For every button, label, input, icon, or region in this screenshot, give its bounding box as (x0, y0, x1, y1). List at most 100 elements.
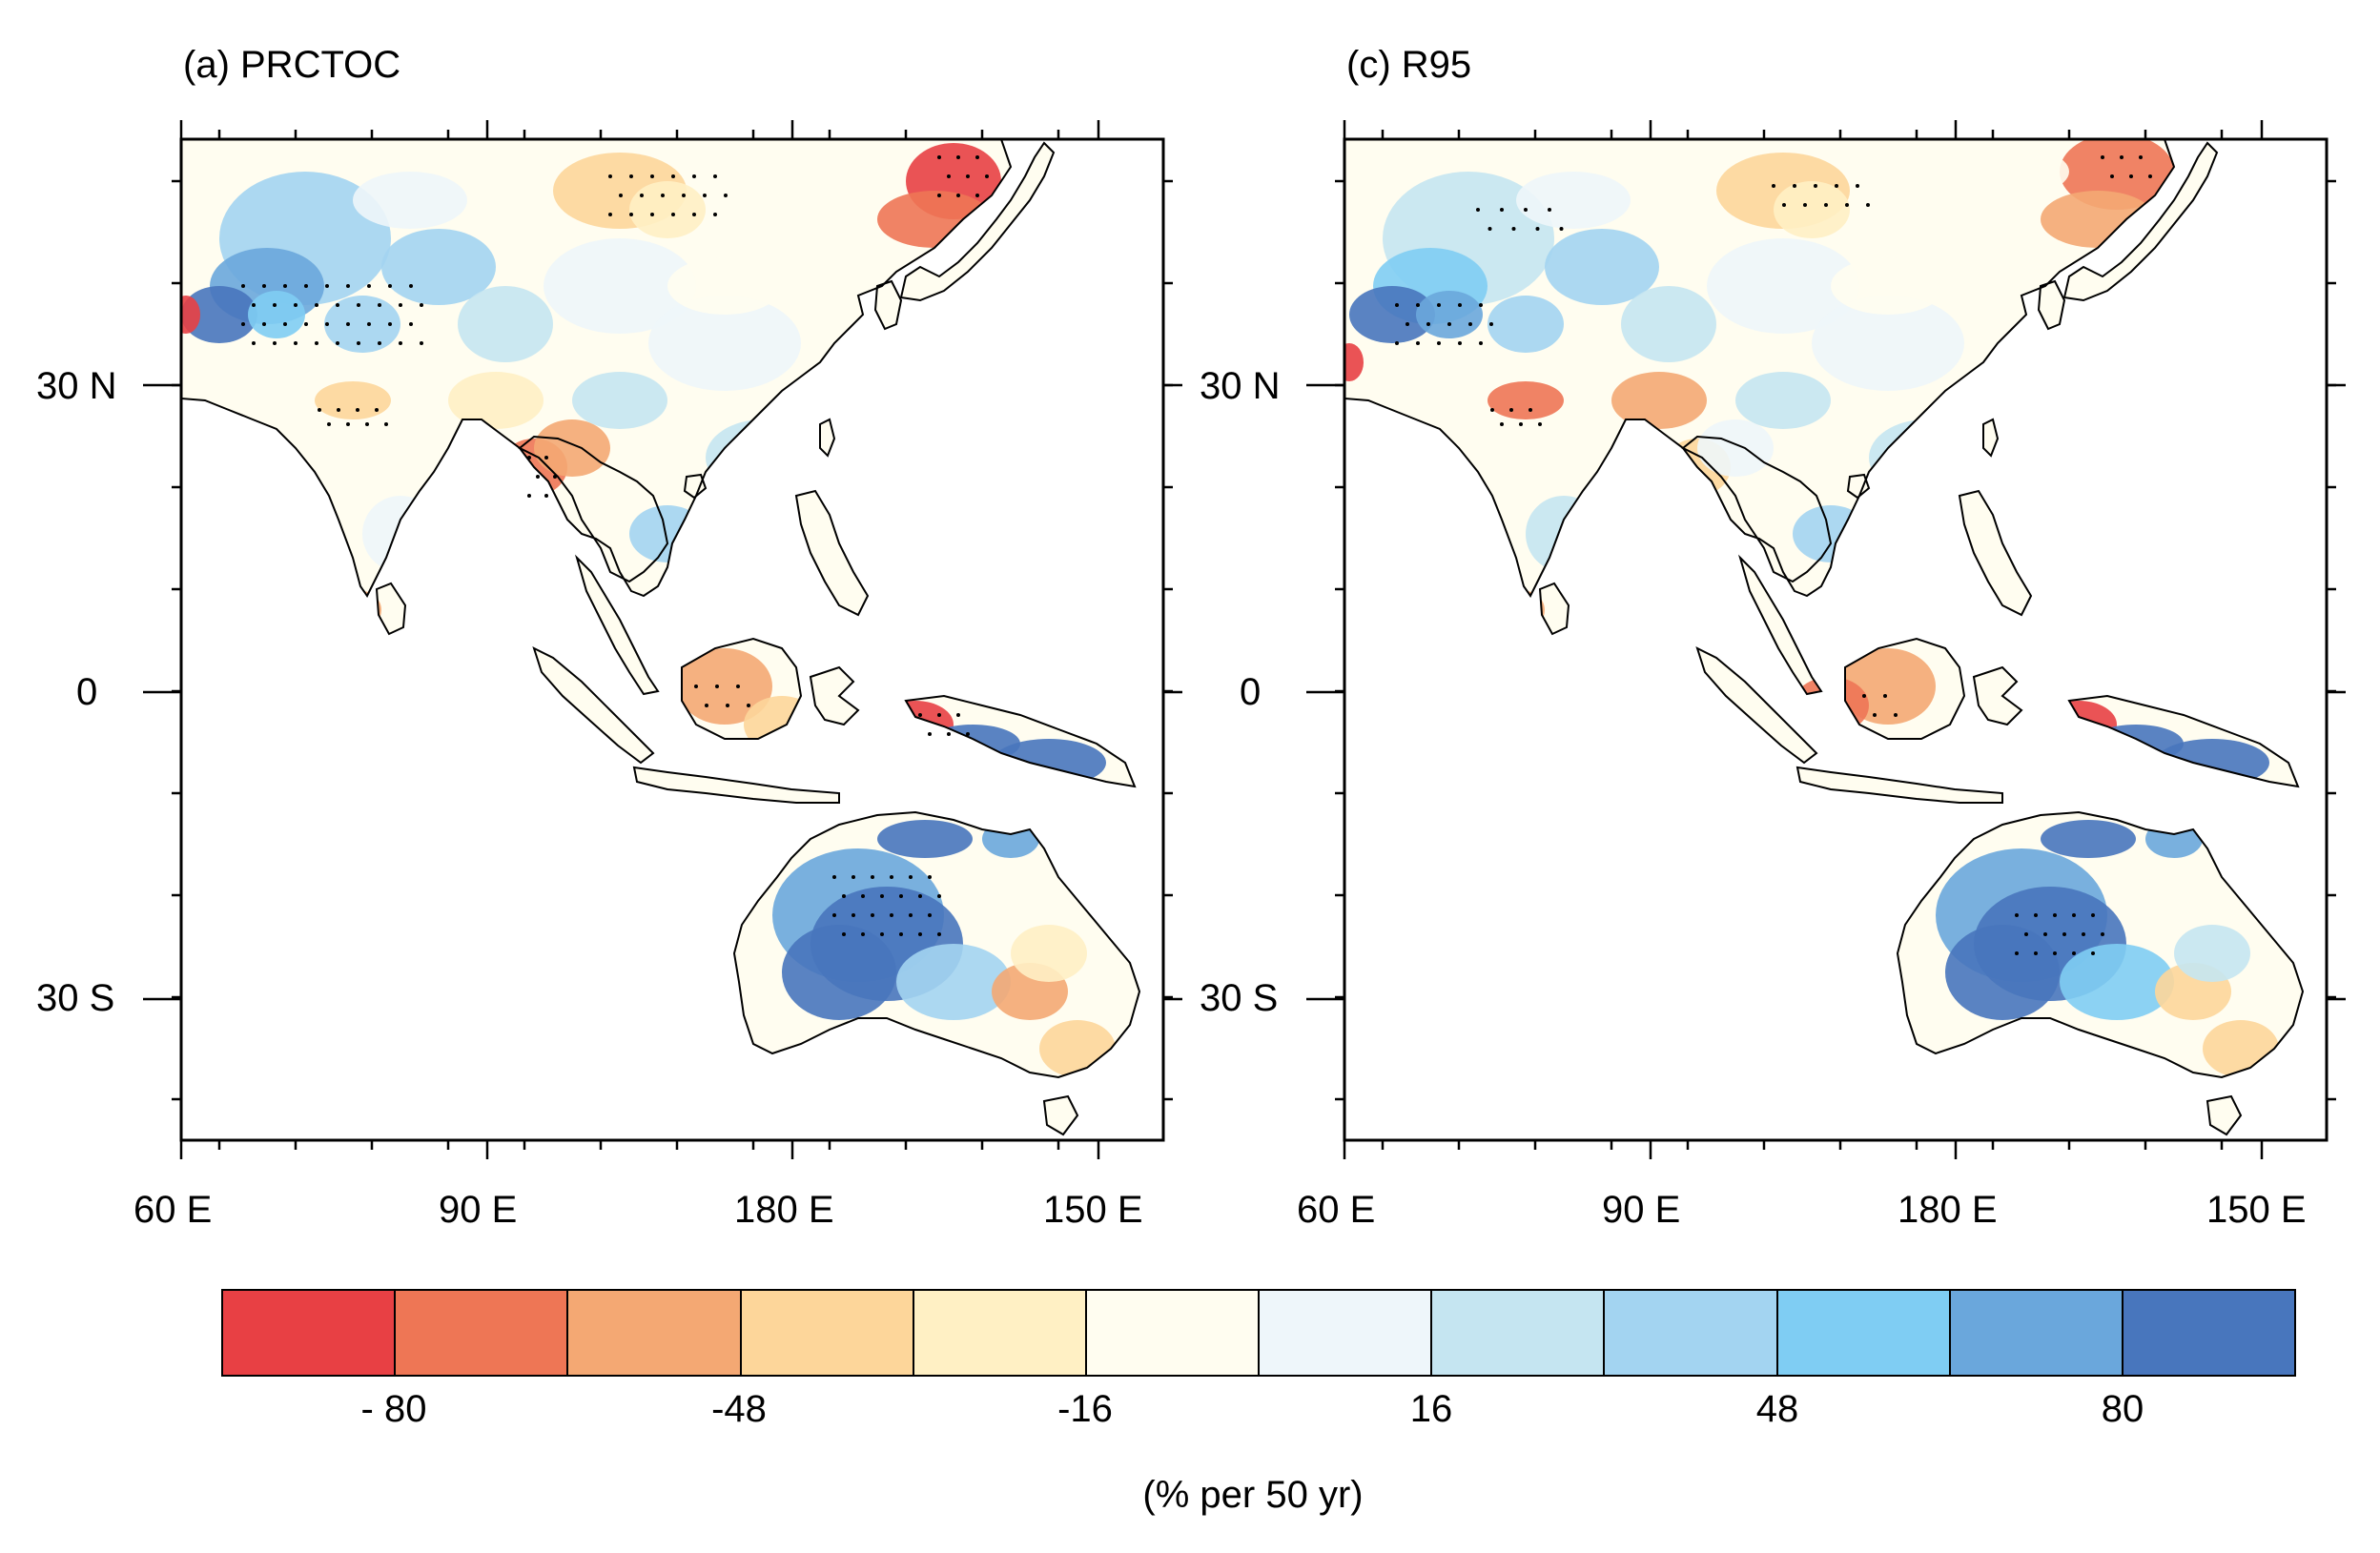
map-frame (1343, 137, 2329, 1142)
coastline-australia (732, 810, 1141, 1079)
colorbar-box (223, 1291, 397, 1375)
anomaly-patch (2174, 925, 2250, 982)
stipple-dot (318, 408, 321, 412)
anomaly-patch (1344, 343, 1364, 381)
coastline-asia (1344, 138, 2176, 598)
stipple-dot (1490, 408, 1494, 412)
stipple-dot (262, 284, 266, 288)
coastline-korea (2037, 279, 2066, 331)
lon-label-150e: 150 E (2206, 1189, 2307, 1231)
colorbar-label: -16 (1057, 1388, 1113, 1430)
colorbar-box (2123, 1291, 2295, 1375)
stipple-dot (736, 685, 740, 688)
stipple-dot (661, 194, 665, 197)
axis-ticks (1306, 120, 2346, 1159)
stipple-dot (851, 913, 855, 917)
colorbar (221, 1289, 2296, 1377)
stipple-dot (346, 322, 350, 326)
stipple-dot (918, 713, 922, 717)
coastline-hainan (1846, 473, 1871, 500)
stipple-dot (671, 213, 675, 216)
stipple-dot (388, 322, 392, 326)
stipple-dot (1458, 341, 1462, 345)
stipple-dot (1538, 422, 1542, 426)
stipple-dot (1824, 203, 1828, 207)
stipple-dot (937, 194, 941, 197)
stipple-dot (747, 704, 750, 707)
stipple-dot (937, 713, 941, 717)
stipple-dot (357, 341, 360, 345)
stipple-dot (715, 685, 719, 688)
stipple-dot (694, 685, 698, 688)
anomaly-patch (353, 172, 467, 229)
stipple-dot (985, 174, 989, 178)
stipple-dot (713, 174, 717, 178)
anomaly-patch (1488, 296, 1564, 353)
stipple-dot (880, 932, 884, 936)
stipple-dot (357, 303, 360, 307)
stipple-dot (705, 704, 708, 707)
anomaly-patch (1945, 925, 2060, 1020)
stipple-dot (315, 341, 318, 345)
stipple-dot (1835, 184, 1838, 188)
stipple-dot (527, 456, 531, 460)
anomaly-patch (782, 925, 896, 1020)
stipple-dot (553, 475, 557, 479)
stipple-dot (384, 422, 388, 426)
stipple-dot (1862, 694, 1866, 698)
stipple-dot (842, 932, 846, 936)
stipple-dot (1883, 694, 1887, 698)
colorbar-label: -48 (711, 1388, 767, 1430)
colorbar-box (396, 1291, 569, 1375)
stipple-dot (1803, 203, 1807, 207)
stipple-dot (325, 284, 329, 288)
anomaly-patch (1545, 229, 1659, 305)
stipple-dot (692, 213, 696, 216)
significance-dots (1395, 155, 2152, 955)
lon-label-90e: 90 E (1602, 1189, 1681, 1231)
anomaly-patch (181, 286, 257, 343)
stipple-dot (409, 284, 413, 288)
stipple-dot (956, 713, 960, 717)
map-panel-a: (a) PRCTOC 30 N 0 30 S 60 E 90 E 180 E 1… (0, 0, 1192, 1239)
anomaly-patch (1735, 372, 1831, 429)
stipple-dot (899, 894, 903, 898)
coastline-sulawesi (809, 665, 860, 726)
stipple-dot (1548, 208, 1551, 212)
coastline-taiwan (819, 418, 836, 458)
stipple-dot (1500, 422, 1504, 426)
stipple-dot (399, 341, 402, 345)
stipple-dot (1866, 203, 1870, 207)
stipple-dot (861, 932, 865, 936)
stipple-dot (956, 155, 960, 159)
coastline-tasmania (2206, 1094, 2243, 1136)
colorbar-units: (% per 50 yr) (1142, 1474, 1364, 1516)
coastline-borneo (681, 637, 803, 740)
anomaly-patch (458, 286, 553, 362)
anomaly-patch (1611, 372, 1707, 429)
stipple-dot (2034, 951, 2038, 955)
stipple-dot (629, 174, 633, 178)
anomaly-patch (2041, 820, 2136, 858)
stipple-dot (937, 155, 941, 159)
anomaly-patch (534, 419, 610, 477)
anomaly-patch (1831, 257, 1945, 315)
stipple-dot (890, 875, 893, 879)
coastline-philippines (1958, 489, 2033, 617)
stipple-dot (692, 174, 696, 178)
anomaly-patch (1516, 172, 1631, 229)
stipple-dot (2082, 932, 2085, 936)
stipple-dot (2015, 951, 2019, 955)
anomaly-patch (1349, 286, 1435, 343)
anomaly-patch (248, 291, 305, 338)
anomaly-patch (629, 181, 706, 238)
stipple-dot (928, 875, 932, 879)
stipple-dot (1437, 341, 1441, 345)
coastline-sumatra (1695, 646, 1818, 765)
stipple-dot (918, 932, 922, 936)
stipple-dot (1873, 713, 1877, 717)
stipple-dot (1416, 341, 1420, 345)
stipple-dot (283, 284, 287, 288)
anomaly-patch (1488, 381, 1564, 419)
stipple-dot (1856, 184, 1859, 188)
